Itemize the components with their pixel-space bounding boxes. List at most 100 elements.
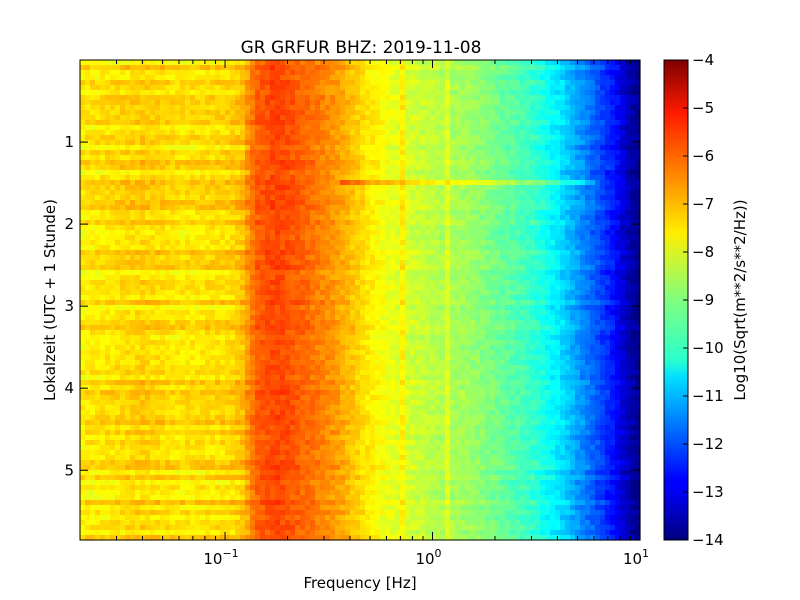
heatmap-cell	[100, 225, 106, 231]
heatmap-cell	[435, 215, 441, 221]
heatmap-cell	[170, 100, 176, 106]
heatmap-cell	[410, 80, 416, 86]
heatmap-cell	[170, 255, 176, 261]
heatmap-cell	[415, 110, 421, 116]
heatmap-cell	[345, 115, 351, 121]
heatmap-cell	[555, 150, 561, 156]
heatmap-cell	[395, 215, 401, 221]
heatmap-cell	[80, 70, 86, 76]
heatmap-cell	[290, 130, 296, 136]
heatmap-cell	[630, 65, 636, 71]
heatmap-cell	[365, 175, 371, 181]
heatmap-cell	[405, 100, 411, 106]
heatmap-cell	[160, 170, 166, 176]
heatmap-cell	[365, 185, 371, 191]
heatmap-cell	[575, 85, 581, 91]
heatmap-cell	[90, 125, 96, 131]
heatmap-cell	[365, 115, 371, 121]
heatmap-cell	[380, 65, 386, 71]
heatmap-cell	[510, 145, 516, 151]
heatmap-cell	[290, 60, 296, 66]
heatmap-cell	[385, 80, 391, 86]
heatmap-cell	[240, 155, 246, 161]
heatmap-cell	[260, 160, 266, 166]
heatmap-cell	[115, 235, 121, 241]
heatmap-cell	[440, 110, 446, 116]
heatmap-cell	[250, 210, 256, 216]
heatmap-cell	[345, 105, 351, 111]
heatmap-cell	[565, 225, 571, 231]
heatmap-cell	[360, 70, 366, 76]
heatmap-cell	[450, 125, 456, 131]
heatmap-cell	[380, 90, 386, 96]
heatmap-cell	[185, 95, 191, 101]
heatmap-cell	[510, 85, 516, 91]
heatmap-cell	[115, 145, 121, 151]
heatmap-cell	[330, 145, 336, 151]
heatmap-cell	[235, 120, 241, 126]
heatmap-cell	[190, 205, 196, 211]
heatmap-cell	[205, 200, 211, 206]
heatmap-cell	[310, 160, 316, 166]
heatmap-cell	[515, 150, 521, 156]
heatmap-cell	[390, 230, 396, 236]
heatmap-cell	[635, 215, 641, 221]
heatmap-cell	[520, 95, 526, 101]
heatmap-cell	[225, 75, 231, 81]
heatmap-cell	[480, 130, 486, 136]
heatmap-cell	[255, 160, 261, 166]
heatmap-cell	[245, 155, 251, 161]
heatmap-cell	[230, 80, 236, 86]
heatmap-cell	[350, 130, 356, 136]
heatmap-cell	[240, 195, 246, 201]
heatmap-cell	[325, 140, 331, 146]
heatmap-cell	[305, 165, 311, 171]
heatmap-cell	[580, 275, 586, 281]
heatmap-cell	[115, 195, 121, 201]
heatmap-cell	[370, 180, 376, 186]
heatmap-cell	[230, 135, 236, 141]
heatmap-cell	[430, 90, 436, 96]
heatmap-cell	[130, 265, 136, 271]
heatmap-cell	[375, 105, 381, 111]
heatmap-cell	[275, 245, 281, 251]
heatmap-cell	[505, 155, 511, 161]
heatmap-cell	[410, 135, 416, 141]
heatmap-cell	[125, 115, 131, 121]
heatmap-cell	[235, 100, 241, 106]
heatmap-cell	[250, 155, 256, 161]
heatmap-cell	[355, 100, 361, 106]
heatmap-cell	[190, 260, 196, 266]
heatmap-cell	[475, 105, 481, 111]
heatmap-cell	[540, 205, 546, 211]
heatmap-cell	[255, 205, 261, 211]
heatmap-cell	[505, 145, 511, 151]
heatmap-cell	[320, 200, 326, 206]
heatmap-cell	[540, 145, 546, 151]
heatmap-cell	[465, 75, 471, 81]
heatmap-cell	[370, 175, 376, 181]
heatmap-cell	[160, 130, 166, 136]
heatmap-cell	[125, 70, 131, 76]
heatmap-cell	[320, 150, 326, 156]
heatmap-cell	[335, 175, 341, 181]
heatmap-cell	[275, 170, 281, 176]
heatmap-cell	[85, 270, 91, 276]
heatmap-cell	[500, 250, 506, 256]
heatmap-cell	[125, 250, 131, 256]
heatmap-cell	[350, 260, 356, 266]
heatmap-cell	[565, 105, 571, 111]
heatmap-cell	[395, 60, 401, 66]
heatmap-cell	[235, 235, 241, 241]
heatmap-cell	[205, 120, 211, 126]
heatmap-cell	[90, 265, 96, 271]
heatmap-cell	[180, 160, 186, 166]
heatmap-cell	[595, 65, 601, 71]
heatmap-cell	[535, 240, 541, 246]
heatmap-cell	[420, 215, 426, 221]
heatmap-cell	[395, 280, 401, 286]
heatmap-cell	[470, 240, 476, 246]
heatmap-cell	[325, 225, 331, 231]
heatmap-cell	[215, 65, 221, 71]
heatmap-cell	[405, 140, 411, 146]
